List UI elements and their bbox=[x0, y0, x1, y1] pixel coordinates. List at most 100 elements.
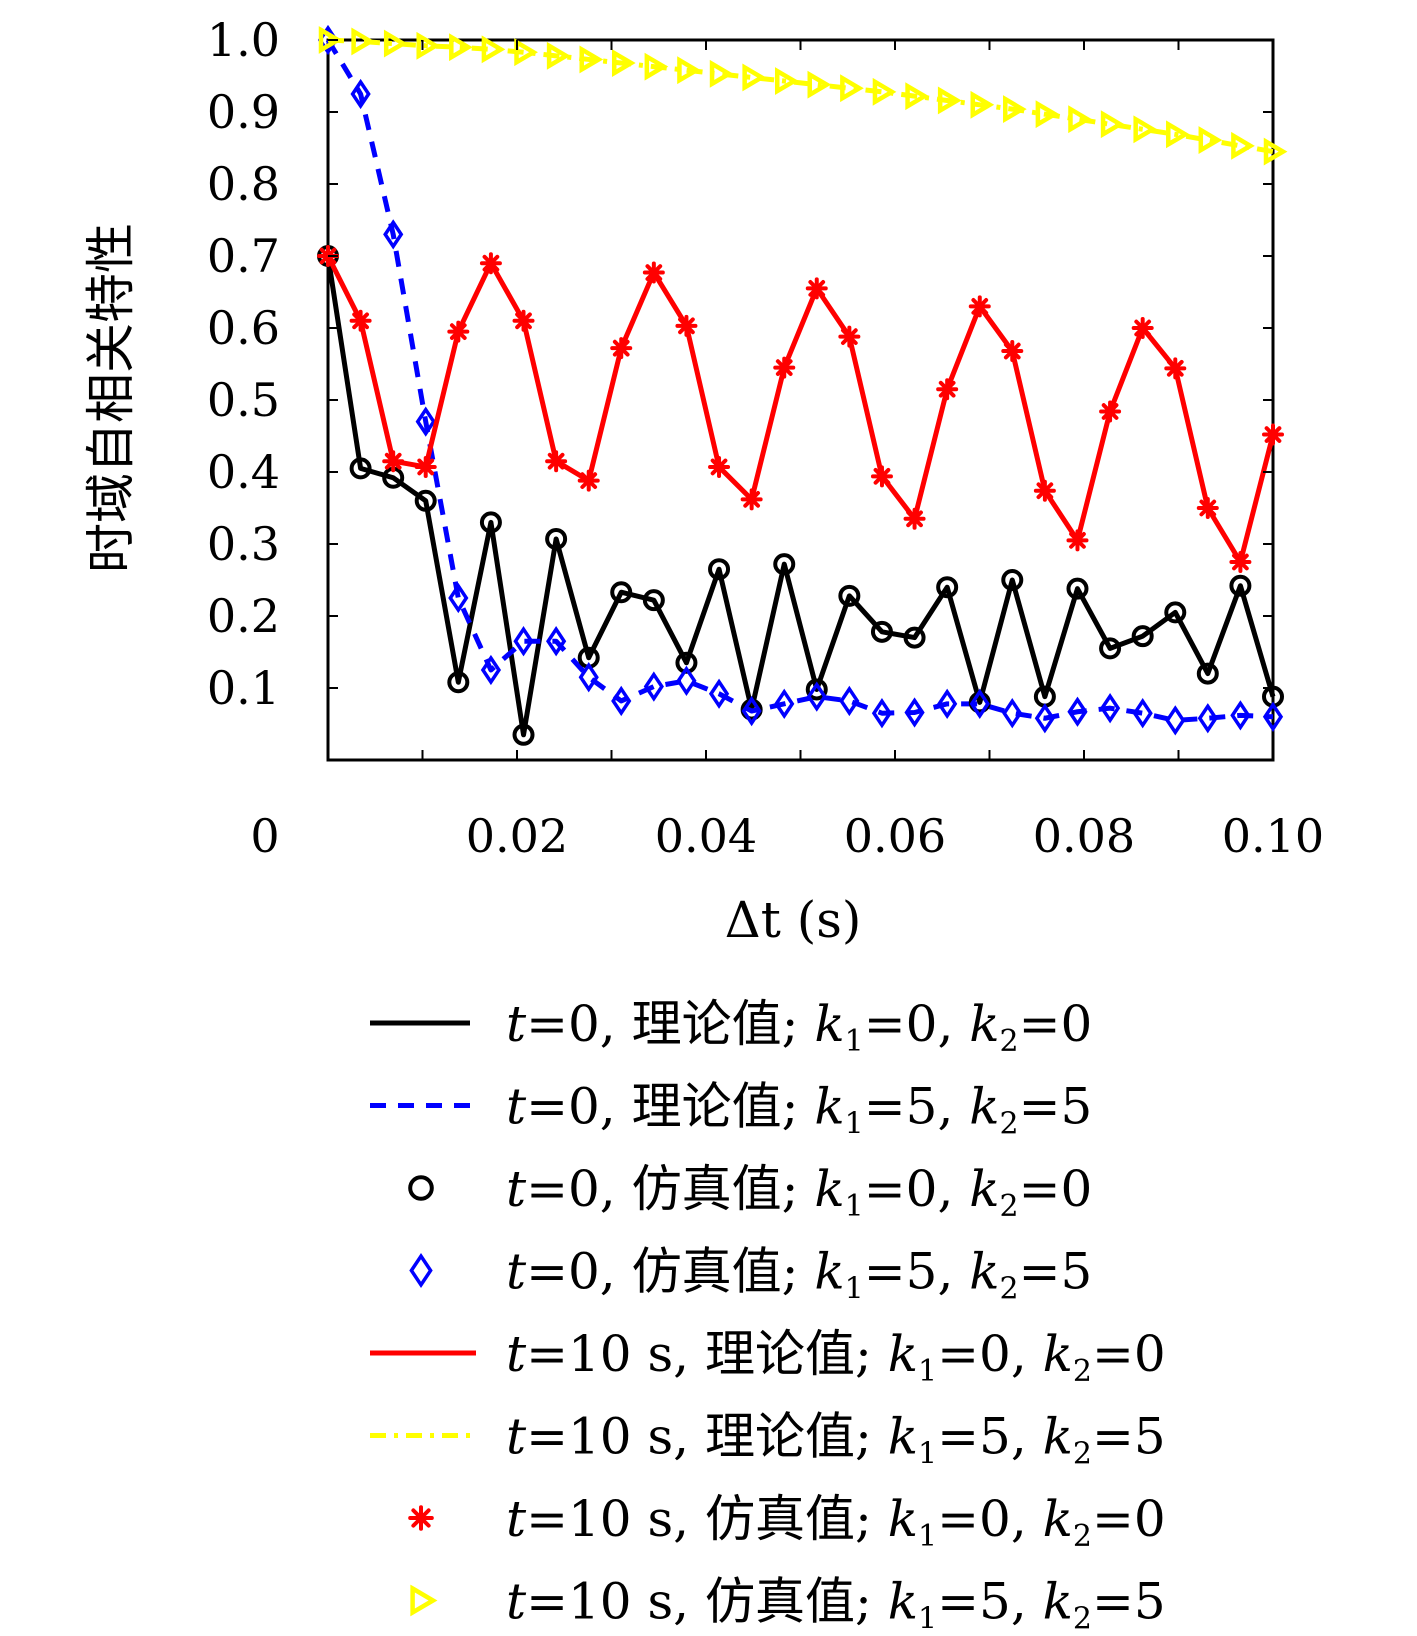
series-t10-theory-k55 bbox=[327, 37, 1274, 155]
legend-label-k2-sub: 2 bbox=[1073, 1602, 1092, 1636]
data-point-t0-sim-k55 bbox=[546, 626, 567, 657]
y-tick-label: 0.5 bbox=[207, 373, 280, 427]
data-point-t10-sim-k55 bbox=[970, 90, 995, 119]
legend-label-k1-val: =0, bbox=[937, 1490, 1043, 1548]
legend-label-k1-val: =5, bbox=[937, 1573, 1043, 1631]
plot-area bbox=[317, 24, 1288, 762]
data-point-t0-sim-k55 bbox=[871, 698, 893, 729]
data-point-t10-sim-k55 bbox=[644, 52, 669, 81]
legend-label-t-rest: =0, 理论值; bbox=[526, 1078, 814, 1136]
y-tick-label: 0.6 bbox=[207, 301, 280, 355]
data-point-t10-sim-k00 bbox=[740, 488, 763, 511]
data-point-t0-sim-k55 bbox=[1165, 705, 1186, 736]
legend-label-k2-sub: 2 bbox=[1000, 1024, 1019, 1059]
data-point-t10-sim-k00 bbox=[382, 450, 405, 473]
series-line-t10-theory-k55 bbox=[327, 37, 1274, 155]
data-point-t0-sim-k00 bbox=[708, 558, 731, 581]
legend-label-t: t bbox=[506, 1160, 527, 1218]
data-point-t0-sim-k55 bbox=[839, 685, 860, 717]
data-point-t10-sim-k00 bbox=[903, 507, 926, 530]
legend-label-k2: k bbox=[969, 1078, 999, 1136]
data-point-t10-sim-k00 bbox=[642, 261, 665, 284]
y-tick-label: 0.1 bbox=[207, 661, 280, 715]
series-line-t10-theory-k00 bbox=[325, 254, 1276, 565]
legend-label-k1-sub: 1 bbox=[918, 1602, 937, 1636]
legend-label-k2-val: =0 bbox=[1092, 1325, 1166, 1383]
data-point-t10-sim-k55 bbox=[514, 38, 538, 67]
y-tick-label: 1.0 bbox=[207, 13, 280, 67]
data-point-t0-sim-k55 bbox=[708, 678, 730, 709]
data-point-t0-sim-k00 bbox=[1131, 625, 1154, 648]
data-point-t0-sim-k55 bbox=[578, 662, 599, 693]
data-point-t0-sim-k55 bbox=[741, 695, 762, 727]
data-point-t10-sim-k55 bbox=[872, 77, 897, 106]
data-point-t10-sim-k00 bbox=[349, 309, 372, 332]
data-point-t10-sim-k55 bbox=[481, 35, 506, 64]
data-point-t10-sim-k00 bbox=[968, 295, 991, 318]
data-point-t0-sim-k00 bbox=[903, 626, 926, 649]
data-point-t10-sim-k55 bbox=[677, 56, 701, 85]
series-t0-sim-k55 bbox=[317, 24, 1284, 736]
data-point-t10-sim-k00 bbox=[805, 277, 828, 300]
x-tick-label: 0 bbox=[250, 809, 279, 863]
data-point-t10-sim-k55 bbox=[611, 49, 636, 77]
x-axis: 0 0.02 0.04 0.06 0.08 0.10 bbox=[250, 40, 1324, 863]
data-point-t10-sim-k55 bbox=[383, 29, 408, 58]
series-t10-theory-k00 bbox=[325, 254, 1276, 565]
data-point-t0-sim-k55 bbox=[383, 219, 404, 250]
legend-label-t-rest: =0, 理论值; bbox=[526, 995, 814, 1053]
legend-label-t: t bbox=[506, 1325, 527, 1383]
data-point-t10-sim-k00 bbox=[838, 325, 861, 348]
legend-label-k2-val: =5 bbox=[1092, 1408, 1166, 1466]
data-point-t10-sim-k55 bbox=[1198, 126, 1223, 155]
legend-label-k1-val: =0, bbox=[864, 995, 970, 1053]
y-axis-title: 时域自相关特性 bbox=[82, 223, 140, 573]
legend-swatch-marker bbox=[408, 1175, 434, 1201]
data-point-t0-sim-k00 bbox=[512, 723, 535, 746]
data-point-t10-sim-k00 bbox=[708, 455, 731, 478]
legend-label: t=0, 理论值; k1=0, k2=0 bbox=[506, 995, 1092, 1059]
data-point-t10-sim-k00 bbox=[479, 252, 502, 275]
y-tick-label: 0.9 bbox=[207, 85, 280, 139]
legend-label-k1: k bbox=[814, 1243, 844, 1301]
data-point-t0-sim-k55 bbox=[1197, 703, 1218, 734]
data-point-t0-sim-k55 bbox=[1132, 698, 1153, 729]
data-point-t0-sim-k55 bbox=[937, 688, 958, 719]
data-point-t0-sim-k55 bbox=[513, 626, 534, 657]
data-point-t10-sim-k55 bbox=[742, 63, 767, 92]
data-point-t0-sim-k00 bbox=[447, 671, 470, 694]
legend-item: t=0, 仿真值; k1=0, k2=0 bbox=[408, 1160, 1093, 1224]
legend-label-k2-val: =5 bbox=[1092, 1573, 1166, 1631]
data-point-t0-sim-k00 bbox=[610, 581, 633, 604]
legend-label-k1: k bbox=[888, 1490, 918, 1548]
y-axis: 0.1 0.2 0.3 0.4 0.5 0.6 0.7 0.8 0.9 1.0 bbox=[207, 13, 1273, 715]
legend-label-t: t bbox=[506, 1490, 527, 1548]
data-point-t0-sim-k55 bbox=[643, 671, 664, 702]
series-line-t0-theory-k00 bbox=[325, 255, 1276, 738]
legend-label-k2: k bbox=[969, 995, 999, 1053]
legend-label-k2-val: =0 bbox=[1019, 1160, 1093, 1218]
data-point-t10-sim-k55 bbox=[774, 67, 799, 95]
data-point-t10-sim-k55 bbox=[351, 27, 376, 56]
legend-label-t: t bbox=[506, 1573, 527, 1631]
legend-label-k2-val: =0 bbox=[1019, 995, 1093, 1053]
data-point-t10-sim-k55 bbox=[1100, 110, 1125, 139]
legend-label-k1-sub: 1 bbox=[918, 1437, 937, 1472]
data-point-t0-sim-k00 bbox=[349, 457, 372, 480]
data-point-t10-sim-k00 bbox=[1001, 340, 1024, 363]
y-tick-label: 0.4 bbox=[207, 445, 280, 499]
legend-label-k2-val: =0 bbox=[1092, 1490, 1166, 1548]
legend-label-k1-sub: 1 bbox=[918, 1519, 937, 1554]
legend-label-t: t bbox=[506, 1408, 527, 1466]
legend-label-k2-val: =5 bbox=[1019, 1243, 1093, 1301]
data-point-t0-sim-k00 bbox=[1229, 574, 1252, 597]
data-point-t0-sim-k55 bbox=[611, 685, 632, 717]
legend-label-k2: k bbox=[1043, 1408, 1073, 1466]
x-tick-label: 0.08 bbox=[1033, 809, 1135, 863]
data-point-t0-sim-k00 bbox=[479, 511, 502, 534]
data-point-t10-sim-k55 bbox=[449, 33, 473, 62]
data-point-t10-sim-k55 bbox=[1003, 95, 1027, 124]
data-point-t0-sim-k00 bbox=[870, 620, 893, 643]
legend-label-k2-sub: 2 bbox=[1000, 1189, 1019, 1224]
legend-label-k1: k bbox=[814, 1160, 844, 1218]
